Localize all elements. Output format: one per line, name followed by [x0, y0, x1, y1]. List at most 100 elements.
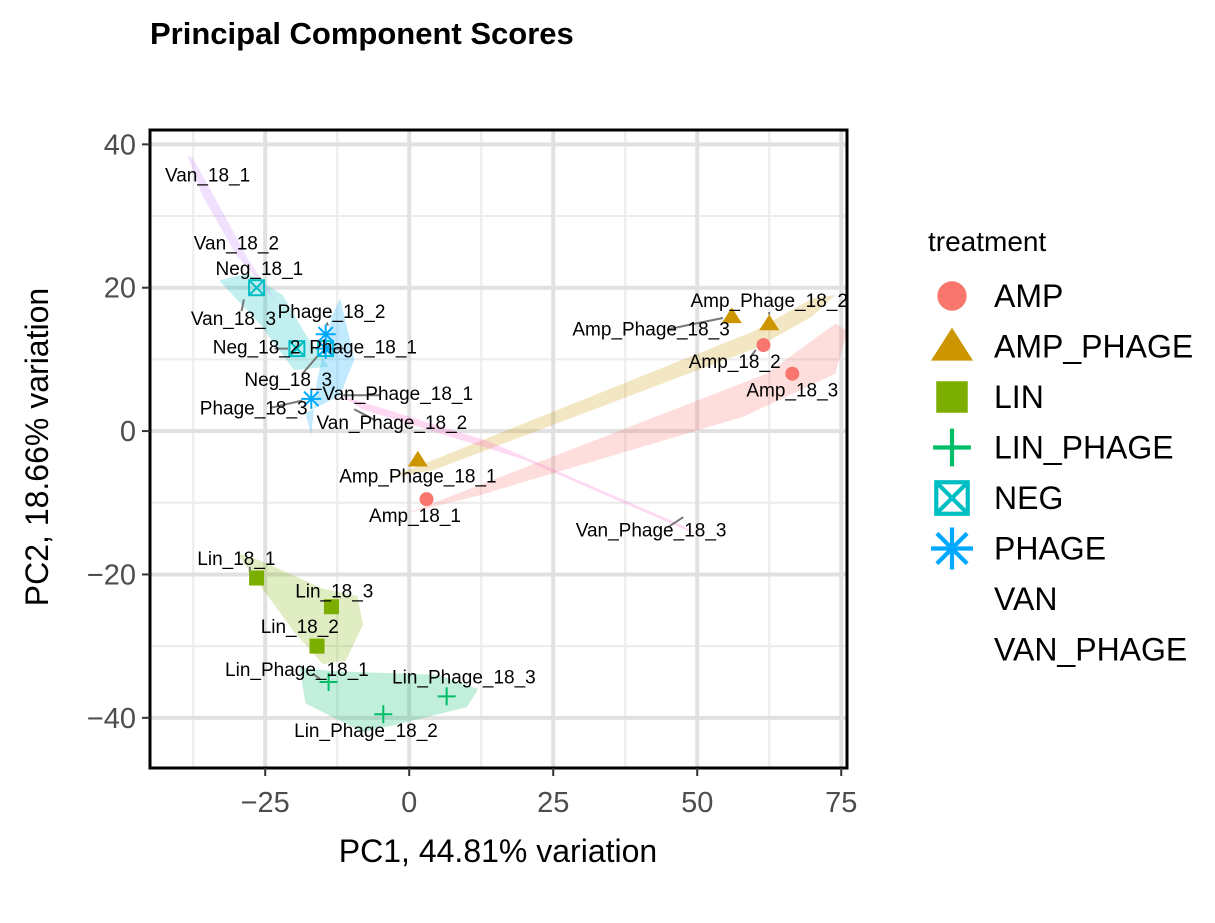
- legend-label-van: VAN: [994, 581, 1057, 617]
- point-label-phage-18-3: Phage_18_3: [200, 399, 308, 420]
- label-connector-amp-18-2: [749, 349, 757, 359]
- point-label-lin-18-3: Lin_18_3: [295, 581, 373, 602]
- legend-label-amp-phage: AMP_PHAGE: [994, 329, 1193, 365]
- confidence-hulls: [187, 155, 847, 733]
- point-label-amp-18-1: Amp_18_1: [369, 506, 461, 527]
- point-label-lin-phage-18-3: Lin_Phage_18_3: [392, 667, 536, 688]
- label-connector-van-18-3: [240, 299, 245, 312]
- x-axis-title: PC1, 44.81% variation: [339, 833, 657, 869]
- legend-item-van-phage: VAN_PHAGE: [994, 632, 1187, 668]
- hull-phage: [305, 298, 355, 435]
- legend-item-lin: LIN: [936, 379, 1044, 415]
- point-label-amp-18-2: Amp_18_2: [689, 352, 781, 373]
- point-label-phage-18-1: Phage_18_1: [309, 338, 417, 359]
- point-label-amp-18-3: Amp_18_3: [746, 381, 838, 402]
- point-phage-18-2: [315, 324, 336, 345]
- point-amp-phage-18-3: [721, 307, 742, 324]
- point-label-amp-phage-18-3: Amp_Phage_18_3: [572, 320, 729, 341]
- legend: treatment AMP AMP_PHAGE LIN LIN_PHAGE NEG PHA…: [928, 226, 1193, 668]
- y-tick-label-4: 40: [104, 129, 136, 161]
- hull-lin: [236, 552, 364, 665]
- x-tick-label-0: −25: [241, 787, 290, 819]
- legend-label-lin-phage: LIN_PHAGE: [994, 430, 1174, 466]
- legend-key-amp: [937, 281, 967, 311]
- y-axis-title: PC2, 18.66% variation: [19, 288, 55, 606]
- x-tick-label-3: 50: [681, 787, 713, 819]
- point-phage-18-3: [301, 388, 322, 409]
- data-points: [248, 279, 800, 724]
- point-lin-phage-18-3: [437, 687, 456, 706]
- point-label-van-18-3: Van_18_3: [191, 309, 276, 330]
- label-connector-van-phage-18-2: [353, 408, 376, 422]
- point-label-lin-18-2: Lin_18_2: [261, 617, 339, 638]
- y-tick-label-2: 0: [120, 416, 136, 448]
- y-tick-label-0: −40: [87, 703, 136, 735]
- label-connectors: [240, 299, 771, 680]
- grid-lines: [150, 130, 847, 768]
- hull-amp-phage: [389, 294, 836, 478]
- point-label-van-phage-18-3: Van_Phage_18_3: [576, 520, 727, 541]
- point-label-lin-phage-18-2: Lin_Phage_18_2: [294, 721, 438, 742]
- point-label-amp-phage-18-1: Amp_Phage_18_1: [339, 467, 496, 488]
- legend-item-van: VAN: [994, 581, 1057, 617]
- point-amp-18-3: [785, 366, 800, 381]
- point-label-van-phage-18-1: Van_Phage_18_1: [322, 384, 473, 405]
- label-connector-phage-18-2: [325, 322, 329, 326]
- point-label-neg-18-1: Neg_18_1: [216, 259, 304, 280]
- legend-key-lin-phage: [933, 428, 971, 467]
- hull-van: [187, 155, 277, 302]
- legend-item-lin-phage: LIN_PHAGE: [933, 428, 1174, 467]
- legend-item-phage: PHAGE: [931, 527, 1106, 570]
- legend-item-amp-phage: AMP_PHAGE: [931, 327, 1193, 365]
- point-amp-phage-18-1: [407, 450, 428, 467]
- point-amp-phage-18-2: [759, 314, 780, 331]
- legend-label-amp: AMP: [994, 278, 1063, 314]
- label-connector-van-phage-18-3: [667, 516, 684, 529]
- y-tick-label-1: −20: [87, 559, 136, 591]
- legend-label-phage: PHAGE: [994, 531, 1106, 567]
- legend-key-amp-phage: [931, 327, 973, 361]
- legend-key-lin: [936, 381, 968, 413]
- label-connector-amp-phage-18-3: [668, 317, 724, 330]
- point-amp-18-1: [419, 492, 434, 507]
- legend-label-neg: NEG: [994, 480, 1063, 516]
- legend-item-neg: NEG: [934, 480, 1063, 516]
- point-lin-phage-18-2: [374, 705, 393, 724]
- point-label-lin-18-1: Lin_18_1: [197, 549, 275, 570]
- hull-van-phage: [340, 395, 698, 535]
- point-neg-18-2: [288, 340, 306, 358]
- label-connector-phage-18-3: [271, 399, 303, 409]
- point-label-lin-phage-18-1: Lin_Phage_18_1: [225, 660, 369, 681]
- point-label-neg-18-2: Neg_18_2: [213, 338, 301, 359]
- x-tick-label-2: 25: [537, 787, 569, 819]
- chart-title: Principal Component Scores: [150, 16, 574, 51]
- point-label-van-phage-18-2: Van_Phage_18_2: [317, 413, 468, 434]
- x-tick-label-4: 75: [825, 787, 857, 819]
- point-lin-18-2: [309, 638, 325, 654]
- point-lin-phage-18-1: [319, 672, 338, 691]
- point-neg-18-1: [248, 279, 266, 297]
- point-label-phage-18-2: Phage_18_2: [278, 302, 386, 323]
- legend-label-lin: LIN: [994, 379, 1044, 415]
- x-tick-label-1: 0: [401, 787, 417, 819]
- point-lin-18-3: [323, 599, 339, 615]
- plot-panel-border: [148, 128, 849, 770]
- legend-key-phage: [931, 527, 973, 570]
- hull-neg: [219, 273, 329, 371]
- point-label-amp-phage-18-2: Amp_Phage_18_2: [690, 291, 847, 312]
- legend-label-van-phage: VAN_PHAGE: [994, 632, 1187, 668]
- point-label-neg-18-3: Neg_18_3: [244, 370, 332, 391]
- label-connector-lin-phage-18-1: [313, 673, 321, 680]
- legend-item-amp: AMP: [937, 278, 1063, 314]
- point-label-van-18-1: Van_18_1: [165, 166, 250, 187]
- point-lin-18-1: [249, 570, 265, 586]
- point-amp-18-2: [756, 338, 771, 353]
- hull-lin-phage: [299, 667, 479, 733]
- label-connector-neg-18-3: [301, 353, 320, 376]
- point-label-van-18-2: Van_18_2: [194, 234, 279, 255]
- y-tick-label-3: 20: [104, 273, 136, 305]
- legend-title: treatment: [928, 226, 1046, 257]
- legend-key-neg: [934, 480, 970, 516]
